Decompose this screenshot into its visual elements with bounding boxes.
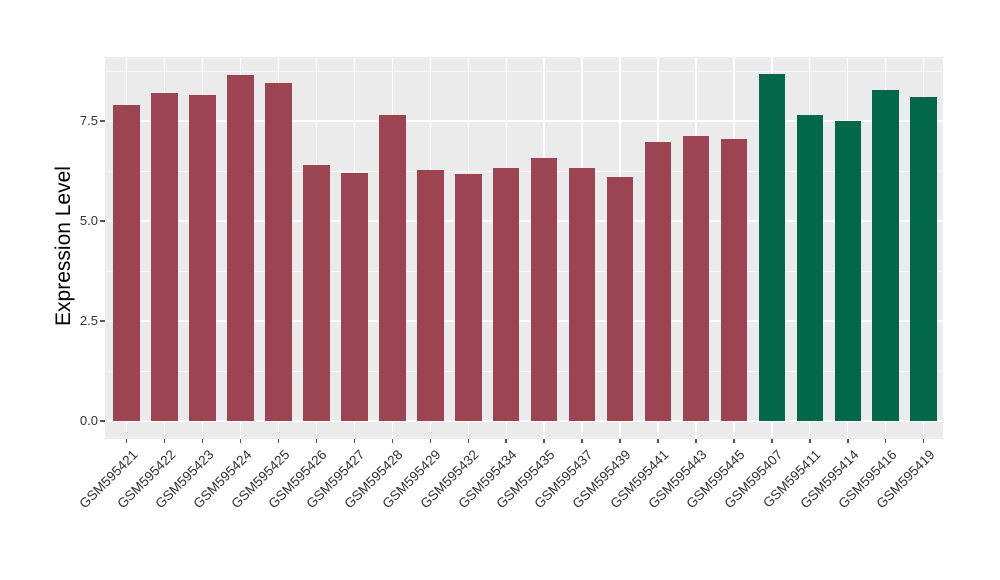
x-tick-mark [657,439,659,443]
bar-GSM595419 [910,97,937,421]
minor-gridline [105,270,943,272]
major-gridline [105,420,943,422]
bar-GSM595437 [568,168,596,421]
bar-GSM595421 [113,105,140,421]
bar-GSM595439 [606,177,634,421]
x-tick-mark [467,439,469,443]
x-tick-mark [429,439,432,443]
bar-GSM595425 [265,83,292,421]
x-tick-mark [353,439,356,443]
x-tick-mark [201,439,204,443]
y-axis-title: Expression Level [52,166,75,326]
x-tick-mark [695,439,697,443]
bar-GSM595445 [720,139,748,421]
y-tick-label: 7.5 [79,113,98,128]
x-tick-mark [771,439,773,443]
bar-GSM595416 [872,89,899,421]
plot-panel [105,57,943,439]
x-tick-mark [505,439,507,443]
x-tick-mark [809,439,811,443]
y-tick-label: 5.0 [79,213,98,228]
major-gridline [105,220,943,222]
bar-GSM595414 [834,120,861,421]
bar-GSM595435 [530,157,558,421]
bar-GSM595429 [417,169,444,421]
bar-GSM595407 [758,73,786,421]
x-tick-mark [315,439,318,443]
y-tick-mark [100,420,105,422]
bar-GSM595423 [189,94,216,421]
y-tick-label: 0.0 [79,413,98,428]
bar-GSM595434 [492,168,520,421]
x-tick-mark [239,439,242,443]
x-tick-mark [391,439,394,443]
bar-GSM595422 [151,93,178,421]
y-tick-label: 2.5 [79,313,98,328]
x-tick-mark [543,439,545,443]
bar-GSM595428 [379,115,406,421]
x-tick-mark [125,439,128,443]
x-tick-mark [277,439,280,443]
x-tick-mark [581,439,583,443]
minor-gridline [105,370,943,372]
x-tick-mark [847,439,849,443]
bar-GSM595441 [644,141,672,421]
minor-gridline [105,70,943,72]
x-tick-mark [733,439,735,443]
bar-GSM595411 [796,115,824,421]
x-tick-mark [163,439,166,443]
x-tick-mark [884,439,887,443]
bar-GSM595432 [455,174,482,421]
bar-GSM595424 [227,74,254,421]
bar-GSM595427 [341,172,368,421]
minor-gridline [105,170,943,172]
major-gridline [105,120,943,122]
x-tick-mark [619,439,621,443]
major-gridline [105,320,943,322]
y-tick-mark [100,320,105,322]
bar-GSM595426 [303,165,330,421]
y-tick-mark [100,120,105,122]
bar-GSM595443 [682,135,710,421]
y-tick-mark [100,220,105,222]
x-tick-mark [922,439,925,443]
